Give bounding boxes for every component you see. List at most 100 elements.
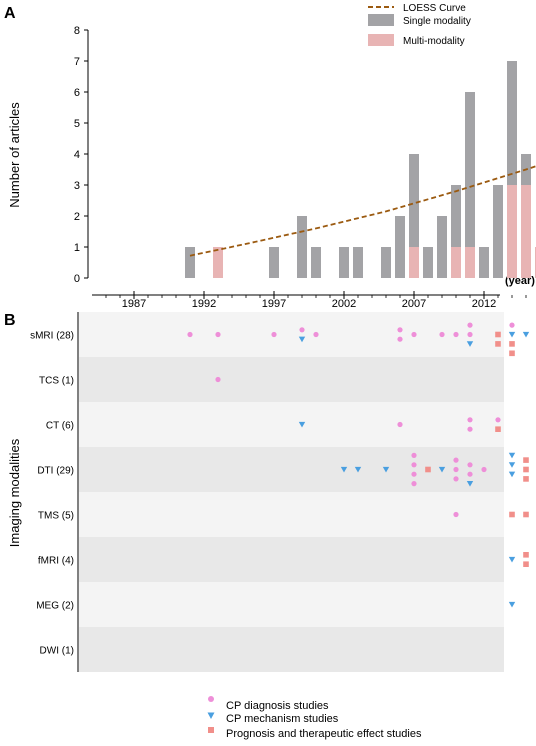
- point-diagnosis: [453, 466, 459, 473]
- bar-single-modality: [353, 247, 363, 278]
- panel-a-legend: LOESS Curve Single modality Multi-modali…: [368, 3, 471, 47]
- y-tick-label: 2: [74, 211, 80, 223]
- point-prognosis: [495, 331, 501, 338]
- modality-band: [79, 582, 504, 627]
- point-diagnosis: [411, 462, 417, 468]
- point-diagnosis: [509, 322, 515, 328]
- panel-a-ylabel: Number of articles: [7, 102, 22, 208]
- bar-single-modality: [185, 247, 195, 278]
- point-diagnosis: [481, 466, 487, 473]
- x-tick-label: 1987: [122, 298, 146, 310]
- y-tick-label: 1: [74, 242, 80, 254]
- point-prognosis: [509, 350, 515, 357]
- bar-single-modality: [395, 216, 405, 278]
- bar-multi-modality: [465, 247, 475, 278]
- point-mechanism: [522, 331, 530, 338]
- modality-band: [79, 447, 504, 492]
- legend-mechanism-label: CP mechanism studies: [226, 713, 339, 725]
- point-mechanism: [298, 421, 306, 428]
- y-tick-label: 3: [74, 180, 80, 192]
- panel-a-chart: 0123456781987199219972002200720122017: [74, 25, 536, 310]
- modality-band: [79, 357, 504, 402]
- modality-band: [79, 312, 504, 357]
- point-diagnosis: [453, 457, 459, 463]
- legend-prognosis-label: Prognosis and therapeutic effect studies: [226, 728, 422, 740]
- y-tick-label: 4: [74, 149, 80, 161]
- point-diagnosis: [467, 331, 473, 338]
- point-diagnosis: [411, 331, 417, 338]
- bar-single-modality: [423, 247, 433, 278]
- point-diagnosis: [187, 331, 193, 338]
- point-mechanism: [508, 471, 516, 478]
- bar-single-modality: [381, 247, 391, 278]
- modality-band: [79, 537, 504, 582]
- bar-single-modality: [339, 247, 349, 278]
- bar-multi-modality: [521, 185, 531, 278]
- legend-single-label: Single modality: [403, 16, 471, 27]
- modality-band: [79, 492, 504, 537]
- point-diagnosis: [313, 331, 319, 338]
- point-diagnosis: [397, 421, 403, 428]
- point-diagnosis: [467, 462, 473, 468]
- panel-b-legend: CP diagnosis studies CP mechanism studie…: [207, 696, 422, 740]
- modality-label: TCS (1): [39, 376, 74, 387]
- point-prognosis: [425, 466, 431, 473]
- legend-single-swatch: [368, 14, 394, 26]
- panel-b-chart: sMRI (28) TCS (1) CT (6) DTI (29) TMS (5) fMR…: [30, 312, 530, 672]
- point-prognosis: [523, 466, 529, 473]
- modality-label: sMRI (28): [30, 331, 74, 342]
- point-mechanism: [466, 481, 474, 487]
- point-prognosis: [523, 457, 529, 463]
- y-tick-label: 8: [74, 25, 80, 37]
- point-diagnosis: [495, 417, 501, 423]
- bar-single-modality: [311, 247, 321, 278]
- panel-b-ylabel: Imaging modalities: [7, 438, 22, 547]
- point-prognosis: [495, 426, 501, 432]
- point-mechanism: [438, 466, 446, 473]
- point-diagnosis: [467, 471, 473, 477]
- x-tick-label: 1992: [192, 298, 216, 310]
- point-diagnosis: [467, 322, 473, 328]
- legend-diagnosis-marker: [208, 696, 214, 702]
- legend-multi-label: Multi-modality: [403, 36, 465, 47]
- bar-single-modality: [493, 185, 503, 278]
- panel-b-label: B: [4, 312, 16, 329]
- modality-label: TMS (5): [38, 511, 74, 522]
- legend-multi-swatch: [368, 34, 394, 46]
- point-diagnosis: [411, 452, 417, 458]
- modality-label: DTI (29): [37, 466, 74, 477]
- point-diagnosis: [397, 336, 403, 342]
- point-mechanism: [354, 466, 362, 473]
- point-mechanism: [508, 462, 516, 468]
- point-diagnosis: [453, 511, 459, 518]
- point-prognosis: [509, 511, 515, 518]
- bar-multi-modality: [213, 247, 223, 278]
- point-diagnosis: [439, 331, 445, 338]
- y-tick-label: 7: [74, 56, 80, 68]
- modality-band: [79, 627, 504, 672]
- legend-diagnosis-label: CP diagnosis studies: [226, 700, 329, 712]
- point-prognosis: [523, 552, 529, 558]
- point-prognosis: [523, 561, 529, 567]
- point-mechanism: [508, 601, 516, 608]
- point-diagnosis: [397, 327, 403, 333]
- point-mechanism: [298, 336, 306, 343]
- point-prognosis: [523, 511, 529, 518]
- x-tick-label: 2007: [402, 298, 426, 310]
- legend-mechanism-marker: [207, 712, 215, 719]
- legend-loess-label: LOESS Curve: [403, 3, 466, 14]
- point-prognosis: [495, 341, 501, 347]
- bar-single-modality: [465, 92, 475, 247]
- point-diagnosis: [411, 471, 417, 477]
- point-diagnosis: [299, 327, 305, 333]
- x-tick-label: 2012: [472, 298, 496, 310]
- modality-band: [79, 402, 504, 447]
- y-tick-label: 6: [74, 87, 80, 99]
- bar-multi-modality: [409, 247, 419, 278]
- loess-curve: [189, 165, 536, 257]
- x-tick-label: 1997: [262, 298, 286, 310]
- point-diagnosis: [453, 331, 459, 338]
- modality-label: fMRI (4): [38, 556, 74, 567]
- bar-single-modality: [451, 185, 461, 247]
